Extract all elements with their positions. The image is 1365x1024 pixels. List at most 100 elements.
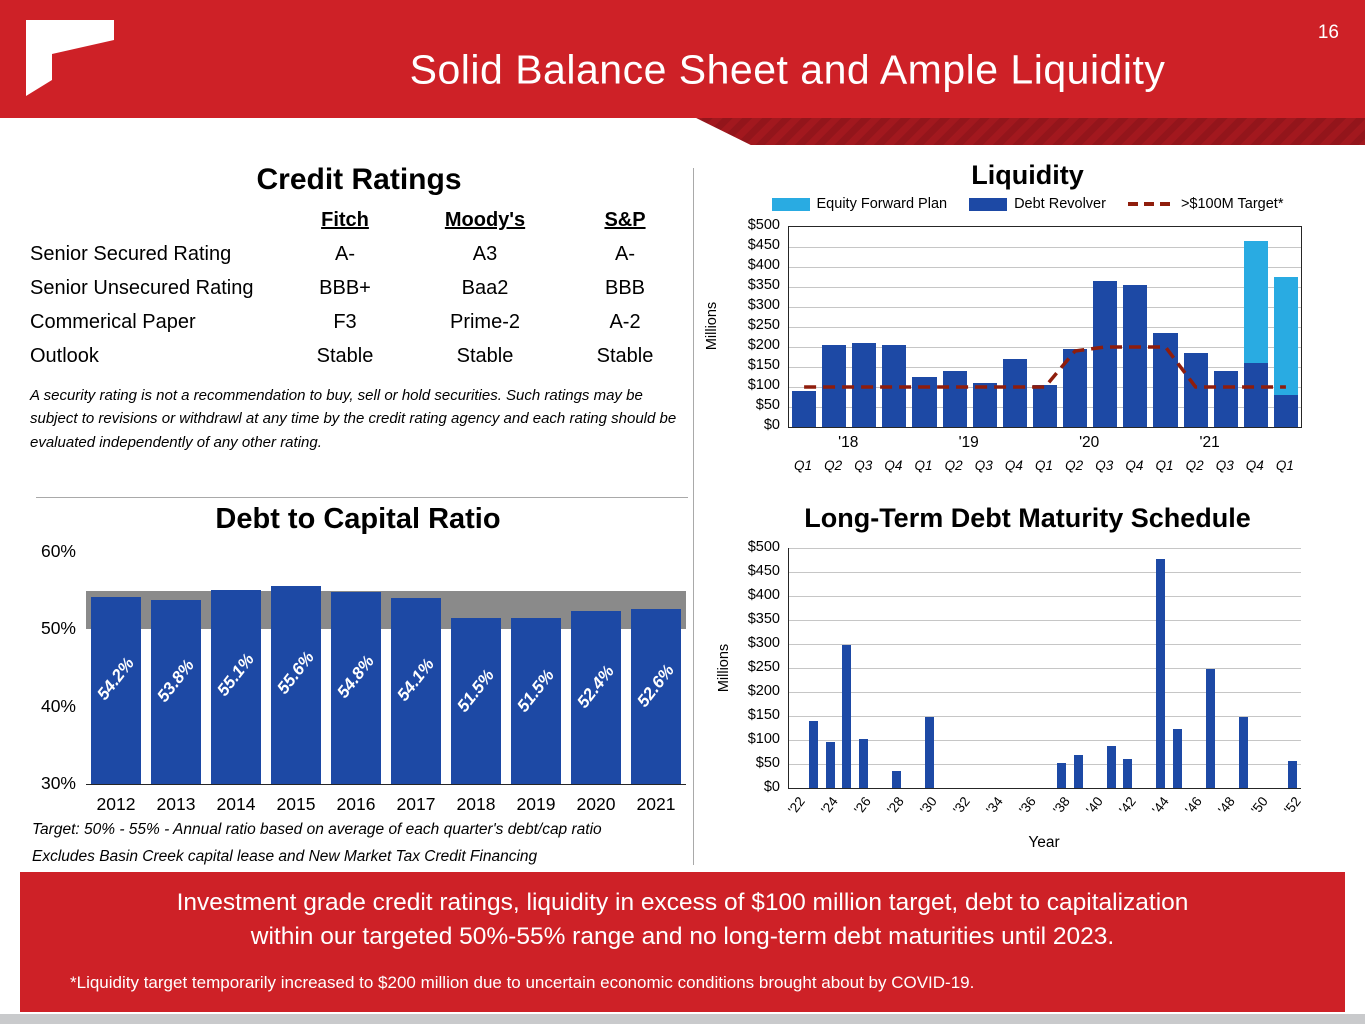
x-tick-label: '24 xyxy=(818,794,842,818)
y-tick-label: $500 xyxy=(747,217,780,233)
bar-maturity xyxy=(858,738,868,788)
gridline xyxy=(789,247,1301,248)
liquidity-plot xyxy=(788,226,1302,428)
bar-maturity xyxy=(809,720,819,788)
x-quarter-label: Q4 xyxy=(884,458,903,473)
maturity-title: Long-Term Debt Maturity Schedule xyxy=(804,503,1251,533)
credit-ratings-table: Fitch Moody's S&P Senior Secured Rating … xyxy=(30,209,688,368)
bar-value-label: 51.5% xyxy=(513,665,558,716)
bar-equity-forward-plan xyxy=(1273,277,1298,395)
y-tick-label: $500 xyxy=(747,539,780,555)
x-year-label: '20 xyxy=(1079,434,1100,451)
bar-debt-ratio: 51.5% xyxy=(510,617,562,784)
cell-value: BBB+ xyxy=(319,277,371,299)
gridline xyxy=(789,367,1301,368)
x-tick-label: '22 xyxy=(785,794,809,818)
x-tick-label: '42 xyxy=(1115,794,1139,818)
cell-value: Prime-2 xyxy=(449,311,520,333)
y-tick-label: $0 xyxy=(763,417,780,433)
x-tick-label: '36 xyxy=(1016,794,1040,818)
x-year-label: '19 xyxy=(958,434,979,451)
bar-debt-revolver xyxy=(1002,359,1027,427)
cell-value: A- xyxy=(335,243,355,265)
cell-value: F3 xyxy=(333,311,357,333)
y-tick-label: 50% xyxy=(40,618,76,639)
gridline xyxy=(789,692,1301,693)
bar-value-label: 53.8% xyxy=(153,655,198,706)
y-tick-label: $150 xyxy=(747,707,780,723)
gridline xyxy=(789,572,1301,573)
legend-item-target: >$100M Target* xyxy=(1127,196,1284,212)
bar-value-label: 54.1% xyxy=(393,654,438,705)
bar-maturity xyxy=(1238,716,1248,788)
x-quarter-label: Q4 xyxy=(1004,458,1023,473)
bar-maturity xyxy=(1106,745,1116,788)
x-tick-label: 2020 xyxy=(576,794,616,814)
debt-exclusion-note: Excludes Basin Creek capital lease and N… xyxy=(32,848,538,865)
bar-debt-ratio: 55.6% xyxy=(270,586,322,784)
gridline xyxy=(789,267,1301,268)
x-tick-label: '40 xyxy=(1082,794,1106,818)
bar-debt-ratio: 54.8% xyxy=(330,592,382,784)
liquidity-title: Liquidity xyxy=(971,160,1084,190)
row-label-outlook: Outlook xyxy=(30,345,99,367)
bar-debt-revolver xyxy=(792,391,817,427)
y-tick-label: $100 xyxy=(747,377,780,393)
x-tick-label: '34 xyxy=(983,794,1007,818)
credit-ratings-title: Credit Ratings xyxy=(256,163,462,196)
gridline xyxy=(789,327,1301,328)
gridline xyxy=(789,347,1301,348)
gridline xyxy=(789,620,1301,621)
bar-debt-ratio: 54.1% xyxy=(390,597,442,784)
maturity-section: Long-Term Debt Maturity Schedule Million… xyxy=(700,503,1355,886)
bar-debt-revolver xyxy=(1093,281,1118,427)
bar-debt-revolver xyxy=(972,383,997,427)
legend-item-debt-revolver: Debt Revolver xyxy=(969,196,1106,212)
x-quarter-label: Q1 xyxy=(914,458,933,473)
x-quarter-label: Q4 xyxy=(1245,458,1264,473)
bar-maturity xyxy=(825,742,835,788)
x-tick-label: 2015 xyxy=(276,794,316,814)
x-tick-label: 2019 xyxy=(516,794,556,814)
takeaway-banner: Investment grade credit ratings, liquidi… xyxy=(20,872,1345,1012)
x-tick-label: '44 xyxy=(1148,794,1172,818)
bar-value-label: 54.8% xyxy=(333,651,378,702)
bar-debt-ratio: 55.1% xyxy=(210,589,262,784)
x-quarter-label: Q2 xyxy=(1185,458,1204,473)
row-label-senior-unsecured: Senior Unsecured Rating xyxy=(30,277,254,299)
cell-value: Stable xyxy=(456,345,514,367)
x-tick-label: 2017 xyxy=(396,794,436,814)
y-tick-label: $200 xyxy=(747,683,780,699)
debt-to-capital-title: Debt to Capital Ratio xyxy=(215,503,501,535)
legend-label-debt: Debt Revolver xyxy=(1014,196,1106,212)
credit-ratings-section: Credit Ratings Fitch Moody's S&P Senior … xyxy=(30,163,688,454)
x-tick-label: '38 xyxy=(1049,794,1073,818)
x-tick-label: 2014 xyxy=(216,794,256,814)
cell-value: Stable xyxy=(316,345,374,367)
x-tick-label: '26 xyxy=(851,794,875,818)
bar-maturity xyxy=(1156,558,1166,788)
gridline xyxy=(789,644,1301,645)
column-header-moodys: Moody's xyxy=(444,209,526,231)
x-quarter-label: Q1 xyxy=(1034,458,1053,473)
bar-maturity xyxy=(891,771,901,788)
bar-value-label: 52.4% xyxy=(573,661,618,712)
y-tick-label: $300 xyxy=(747,635,780,651)
bar-debt-revolver xyxy=(1273,395,1298,427)
x-tick-label: '32 xyxy=(950,794,974,818)
bar-maturity xyxy=(1205,668,1215,788)
bar-debt-ratio: 52.6% xyxy=(630,609,682,784)
column-header-sp: S&P xyxy=(604,209,646,231)
liquidity-target-footnote: *Liquidity target temporarily increased … xyxy=(70,972,975,992)
column-header-fitch: Fitch xyxy=(321,209,369,231)
x-quarter-label: Q2 xyxy=(824,458,843,473)
y-tick-label: $400 xyxy=(747,587,780,603)
debt-to-capital-section: Debt to Capital Ratio 54.2% 53.8% 55.1% 55.… xyxy=(28,503,688,865)
legend-label-target: >$100M Target* xyxy=(1180,196,1284,212)
bar-debt-revolver xyxy=(1213,371,1238,427)
horizontal-divider xyxy=(36,497,688,498)
y-tick-label: $200 xyxy=(747,337,780,353)
bar-debt-ratio: 54.2% xyxy=(90,596,142,784)
liquidity-legend: Equity Forward Plan Debt Revolver >$100M… xyxy=(700,196,1355,212)
